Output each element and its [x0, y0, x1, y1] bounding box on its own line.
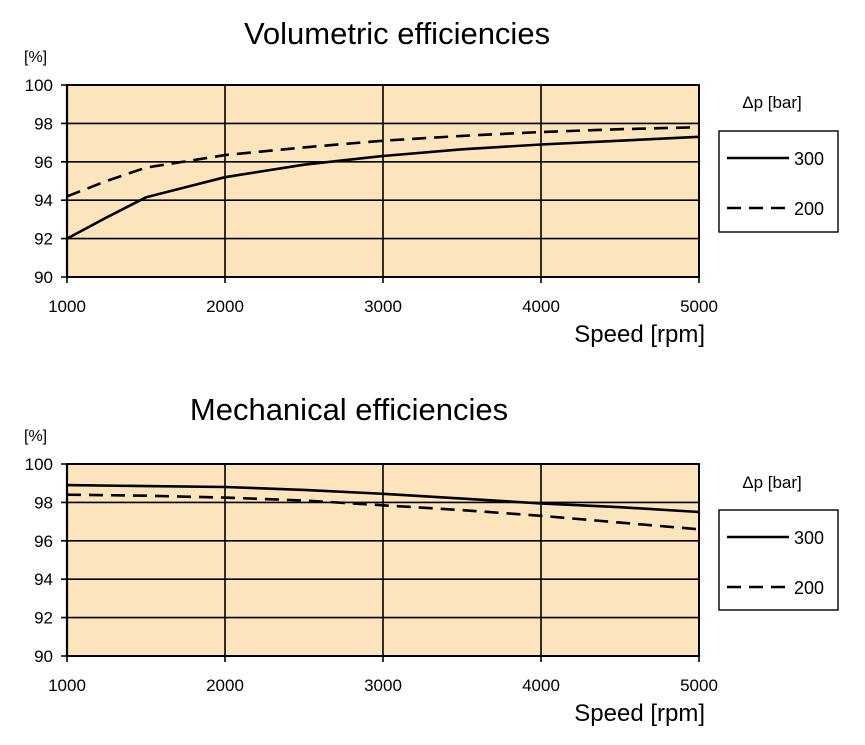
legend-label-300: 300 [794, 528, 824, 548]
chart-title: Mechanical efficiencies [190, 392, 508, 427]
chart-mechanical: Mechanical efficiencies [%] 90 92 94 96 98 100 1… [24, 392, 839, 727]
y-tick-label: 96 [34, 153, 53, 172]
y-tick-label: 94 [34, 191, 53, 210]
x-tick-label: 4000 [522, 676, 560, 695]
x-axis-label: Speed [rpm] [574, 700, 705, 727]
x-tick-label: 1000 [48, 297, 86, 316]
legend-label-300: 300 [794, 149, 824, 169]
x-tick-label: 1000 [48, 676, 86, 695]
y-tick-label: 90 [34, 268, 53, 287]
legend-label-200: 200 [794, 199, 824, 219]
x-tick-label: 3000 [364, 297, 402, 316]
x-tick-label: 2000 [206, 676, 244, 695]
legend-label-200: 200 [794, 578, 824, 598]
legend-title: Δp [bar] [742, 93, 802, 112]
y-tick-label: 96 [34, 532, 53, 551]
x-tick-label: 5000 [680, 676, 718, 695]
y-tick-label: 100 [25, 455, 53, 474]
chart-volumetric: Volumetric efficiencies [%] 90 92 94 96 98 100 1… [24, 16, 839, 348]
y-tick-label: 92 [34, 230, 53, 249]
series-line-200 [66, 493, 700, 531]
legend-box [718, 509, 839, 611]
x-tick-label: 4000 [522, 297, 560, 316]
y-axis-unit: [%] [24, 428, 47, 445]
x-tick-label: 3000 [364, 676, 402, 695]
y-tick-label: 92 [34, 609, 53, 628]
y-tick-label: 94 [34, 570, 53, 589]
chart-title: Volumetric efficiencies [244, 16, 550, 51]
y-tick-label: 100 [25, 76, 53, 95]
y-axis-unit: [%] [24, 49, 47, 66]
legend-title: Δp [bar] [742, 473, 802, 492]
x-tick-label: 2000 [206, 297, 244, 316]
x-axis-label: Speed [rpm] [574, 321, 705, 348]
series-line-300 [66, 135, 700, 240]
series-line-300 [66, 483, 700, 514]
y-tick-label: 90 [34, 647, 53, 666]
y-tick-label: 98 [34, 493, 53, 512]
x-tick-label: 5000 [680, 297, 718, 316]
legend-box [718, 130, 839, 233]
y-tick-label: 98 [34, 114, 53, 133]
